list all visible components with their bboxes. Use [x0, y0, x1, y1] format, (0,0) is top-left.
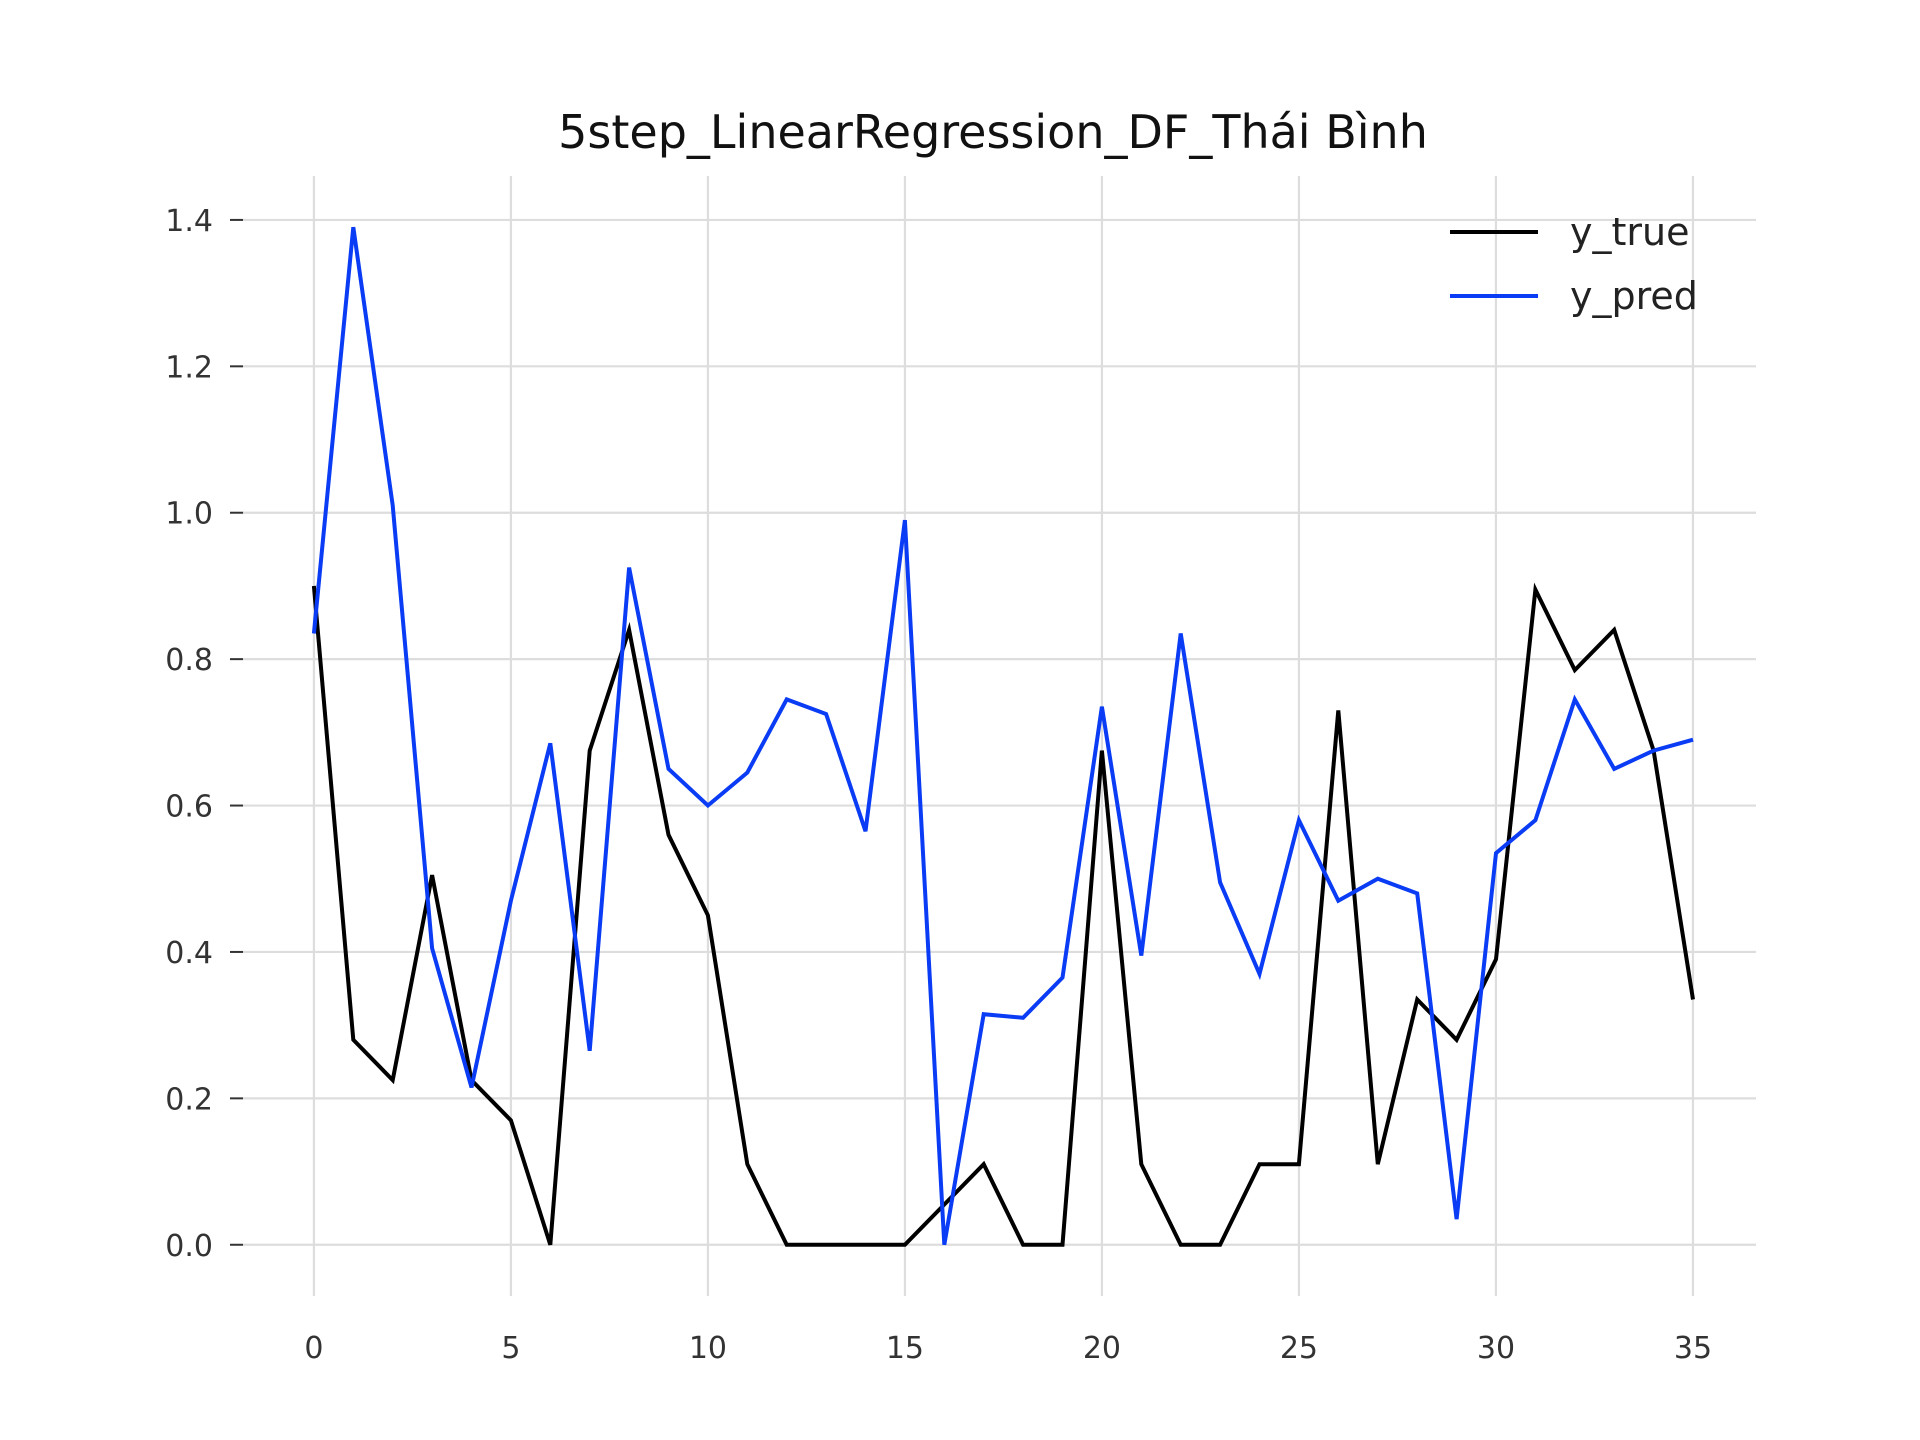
grid: [243, 176, 1756, 1296]
y-tick-label: 0.8: [165, 643, 213, 678]
y-tick-label: 0.0: [165, 1229, 213, 1264]
y-tick-label: 1.4: [165, 204, 213, 239]
y-tick-label: 0.4: [165, 936, 213, 971]
chart-title: 5step_LinearRegression_DF_Thái Bình: [558, 105, 1428, 159]
legend: y_true y_pred: [1450, 210, 1698, 318]
data-series: [311, 226, 1695, 1247]
x-tick-label: 0: [304, 1331, 323, 1366]
x-tick-label: 10: [689, 1331, 727, 1366]
y-tick-label: 0.6: [165, 790, 213, 825]
series-line-y-pred: [311, 226, 1694, 1246]
series-line-y-true: [311, 582, 1695, 1247]
x-tick-label: 35: [1674, 1331, 1712, 1366]
x-tick-label: 5: [501, 1331, 520, 1366]
y-tick-label: 1.0: [165, 497, 213, 532]
legend-label-y-pred: y_pred: [1570, 274, 1698, 318]
x-tick-label: 25: [1280, 1331, 1318, 1366]
y-tick-label: 1.2: [165, 350, 213, 385]
axis-ticks: 0 5 10 15 20 25 30 35 0.0 0.2 0.4 0.6 0.8 1.0 1.2 1.4: [165, 204, 1712, 1366]
x-tick-label: 20: [1083, 1331, 1121, 1366]
x-tick-label: 15: [886, 1331, 924, 1366]
y-tick-label: 0.2: [165, 1082, 213, 1117]
legend-label-y-true: y_true: [1570, 210, 1689, 254]
x-tick-label: 30: [1477, 1331, 1515, 1366]
